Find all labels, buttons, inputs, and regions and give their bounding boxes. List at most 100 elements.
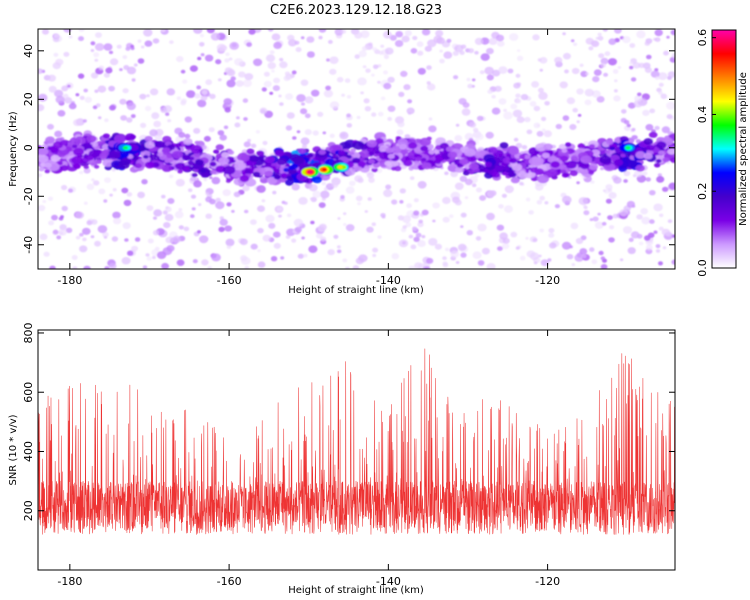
heatmap-cell [466, 155, 477, 163]
heatmap-cell [412, 226, 417, 230]
heatmap-cell [49, 265, 56, 269]
heatmap-cell [597, 212, 601, 216]
heatmap-cell [53, 52, 59, 57]
heatmap-cell [301, 102, 305, 106]
heatmap-cell [594, 221, 604, 229]
heatmap-cell [535, 183, 544, 191]
heatmap-cell [350, 148, 356, 153]
heatmap-cell [108, 150, 121, 160]
heatmap-cell [662, 157, 670, 163]
heatmap-cell [93, 180, 100, 186]
heatmap-cell [403, 84, 411, 91]
heatmap-cell [226, 245, 232, 249]
heatmap-cell [546, 168, 558, 177]
heatmap-cell [558, 143, 567, 150]
heatmap-cell [42, 200, 47, 203]
heatmap-cell [52, 229, 59, 236]
heatmap-cell [231, 209, 235, 213]
heatmap-cell [45, 136, 56, 144]
heatmap-cell [373, 64, 379, 70]
heatmap-cell [239, 175, 250, 182]
heatmap-cell [492, 69, 501, 77]
heatmap-cell [93, 164, 100, 169]
heatmap-cell [323, 187, 329, 191]
heatmap-cell [134, 237, 141, 242]
heatmap-cell [83, 88, 88, 93]
y-tick-label: 20 [22, 92, 35, 106]
heatmap-cell [648, 131, 658, 138]
heatmap-cell [383, 82, 392, 90]
heatmap-cell [538, 91, 548, 100]
heatmap-cell [544, 101, 550, 106]
heatmap-cell [154, 134, 163, 141]
heatmap-cell [293, 156, 305, 164]
heatmap-cell [175, 142, 182, 147]
heatmap-cell [334, 29, 344, 36]
heatmap-cell [602, 189, 607, 193]
heatmap-cell [394, 40, 404, 47]
heatmap-cell [122, 88, 129, 94]
x-tick-label: -120 [535, 575, 560, 588]
heatmap-cell [79, 95, 85, 100]
heatmap-cell [364, 106, 372, 112]
heatmap-cell [646, 144, 655, 151]
heatmap-cell [54, 130, 63, 138]
heatmap-cell [127, 154, 134, 159]
heatmap-hotspot [337, 165, 343, 169]
heatmap-cell [468, 162, 479, 170]
heatmap-cell [256, 150, 265, 157]
heatmap-cell [459, 175, 468, 182]
heatmap-cell [641, 216, 651, 225]
heatmap-cell [95, 103, 101, 108]
heatmap-cell [126, 102, 136, 111]
heatmap-cell [515, 93, 521, 98]
heatmap-cell [263, 71, 270, 77]
heatmap-cell [472, 251, 482, 259]
heatmap-cell [491, 107, 501, 115]
spectrogram-panel: -180 -160 -140 -120 -40 -20 0 20 40 Height of s… [8, 28, 676, 296]
heatmap-cell [73, 163, 81, 169]
heatmap-cell [474, 173, 480, 178]
heatmap-cell [608, 38, 617, 45]
heatmap-cell [293, 218, 304, 227]
heatmap-cell [197, 99, 207, 108]
heatmap-cell [200, 95, 208, 101]
heatmap-cell [50, 154, 60, 162]
heatmap-cell [562, 195, 572, 204]
heatmap-cell [362, 65, 367, 69]
heatmap-cell [486, 212, 495, 221]
heatmap-cell [607, 215, 613, 221]
heatmap-cell [581, 253, 587, 259]
heatmap-cell [183, 138, 193, 146]
heatmap-cell [455, 166, 464, 173]
heatmap-cell [318, 223, 327, 231]
heatmap-cell [149, 88, 159, 96]
heatmap-cell [231, 77, 236, 81]
heatmap-cell [217, 130, 225, 136]
heatmap-cell [346, 154, 352, 159]
heatmap-cell [94, 58, 99, 62]
heatmap-cell [602, 29, 608, 32]
heatmap-cell [508, 171, 517, 178]
heatmap-cell [593, 69, 602, 76]
heatmap-cell [462, 102, 470, 108]
heatmap-cell [380, 213, 386, 218]
heatmap-cell [380, 96, 386, 101]
heatmap-cell [137, 191, 146, 199]
snr-series-line [38, 348, 675, 535]
heatmap-cell [475, 133, 484, 141]
heatmap-cell [519, 181, 524, 186]
heatmap-cell [629, 61, 634, 65]
heatmap-cell [486, 263, 496, 269]
heatmap-cell [176, 56, 184, 63]
heatmap-cell [631, 135, 638, 140]
heatmap-cell [122, 55, 128, 60]
heatmap-cell [93, 52, 100, 58]
spectrogram-x-label: Height of straight line (km) [288, 285, 424, 296]
heatmap-cell [507, 68, 514, 74]
heatmap-cell [130, 144, 139, 151]
heatmap-cell [143, 29, 153, 37]
heatmap-cell [109, 58, 119, 66]
heatmap-cell [55, 95, 65, 104]
heatmap-cell [640, 208, 648, 215]
